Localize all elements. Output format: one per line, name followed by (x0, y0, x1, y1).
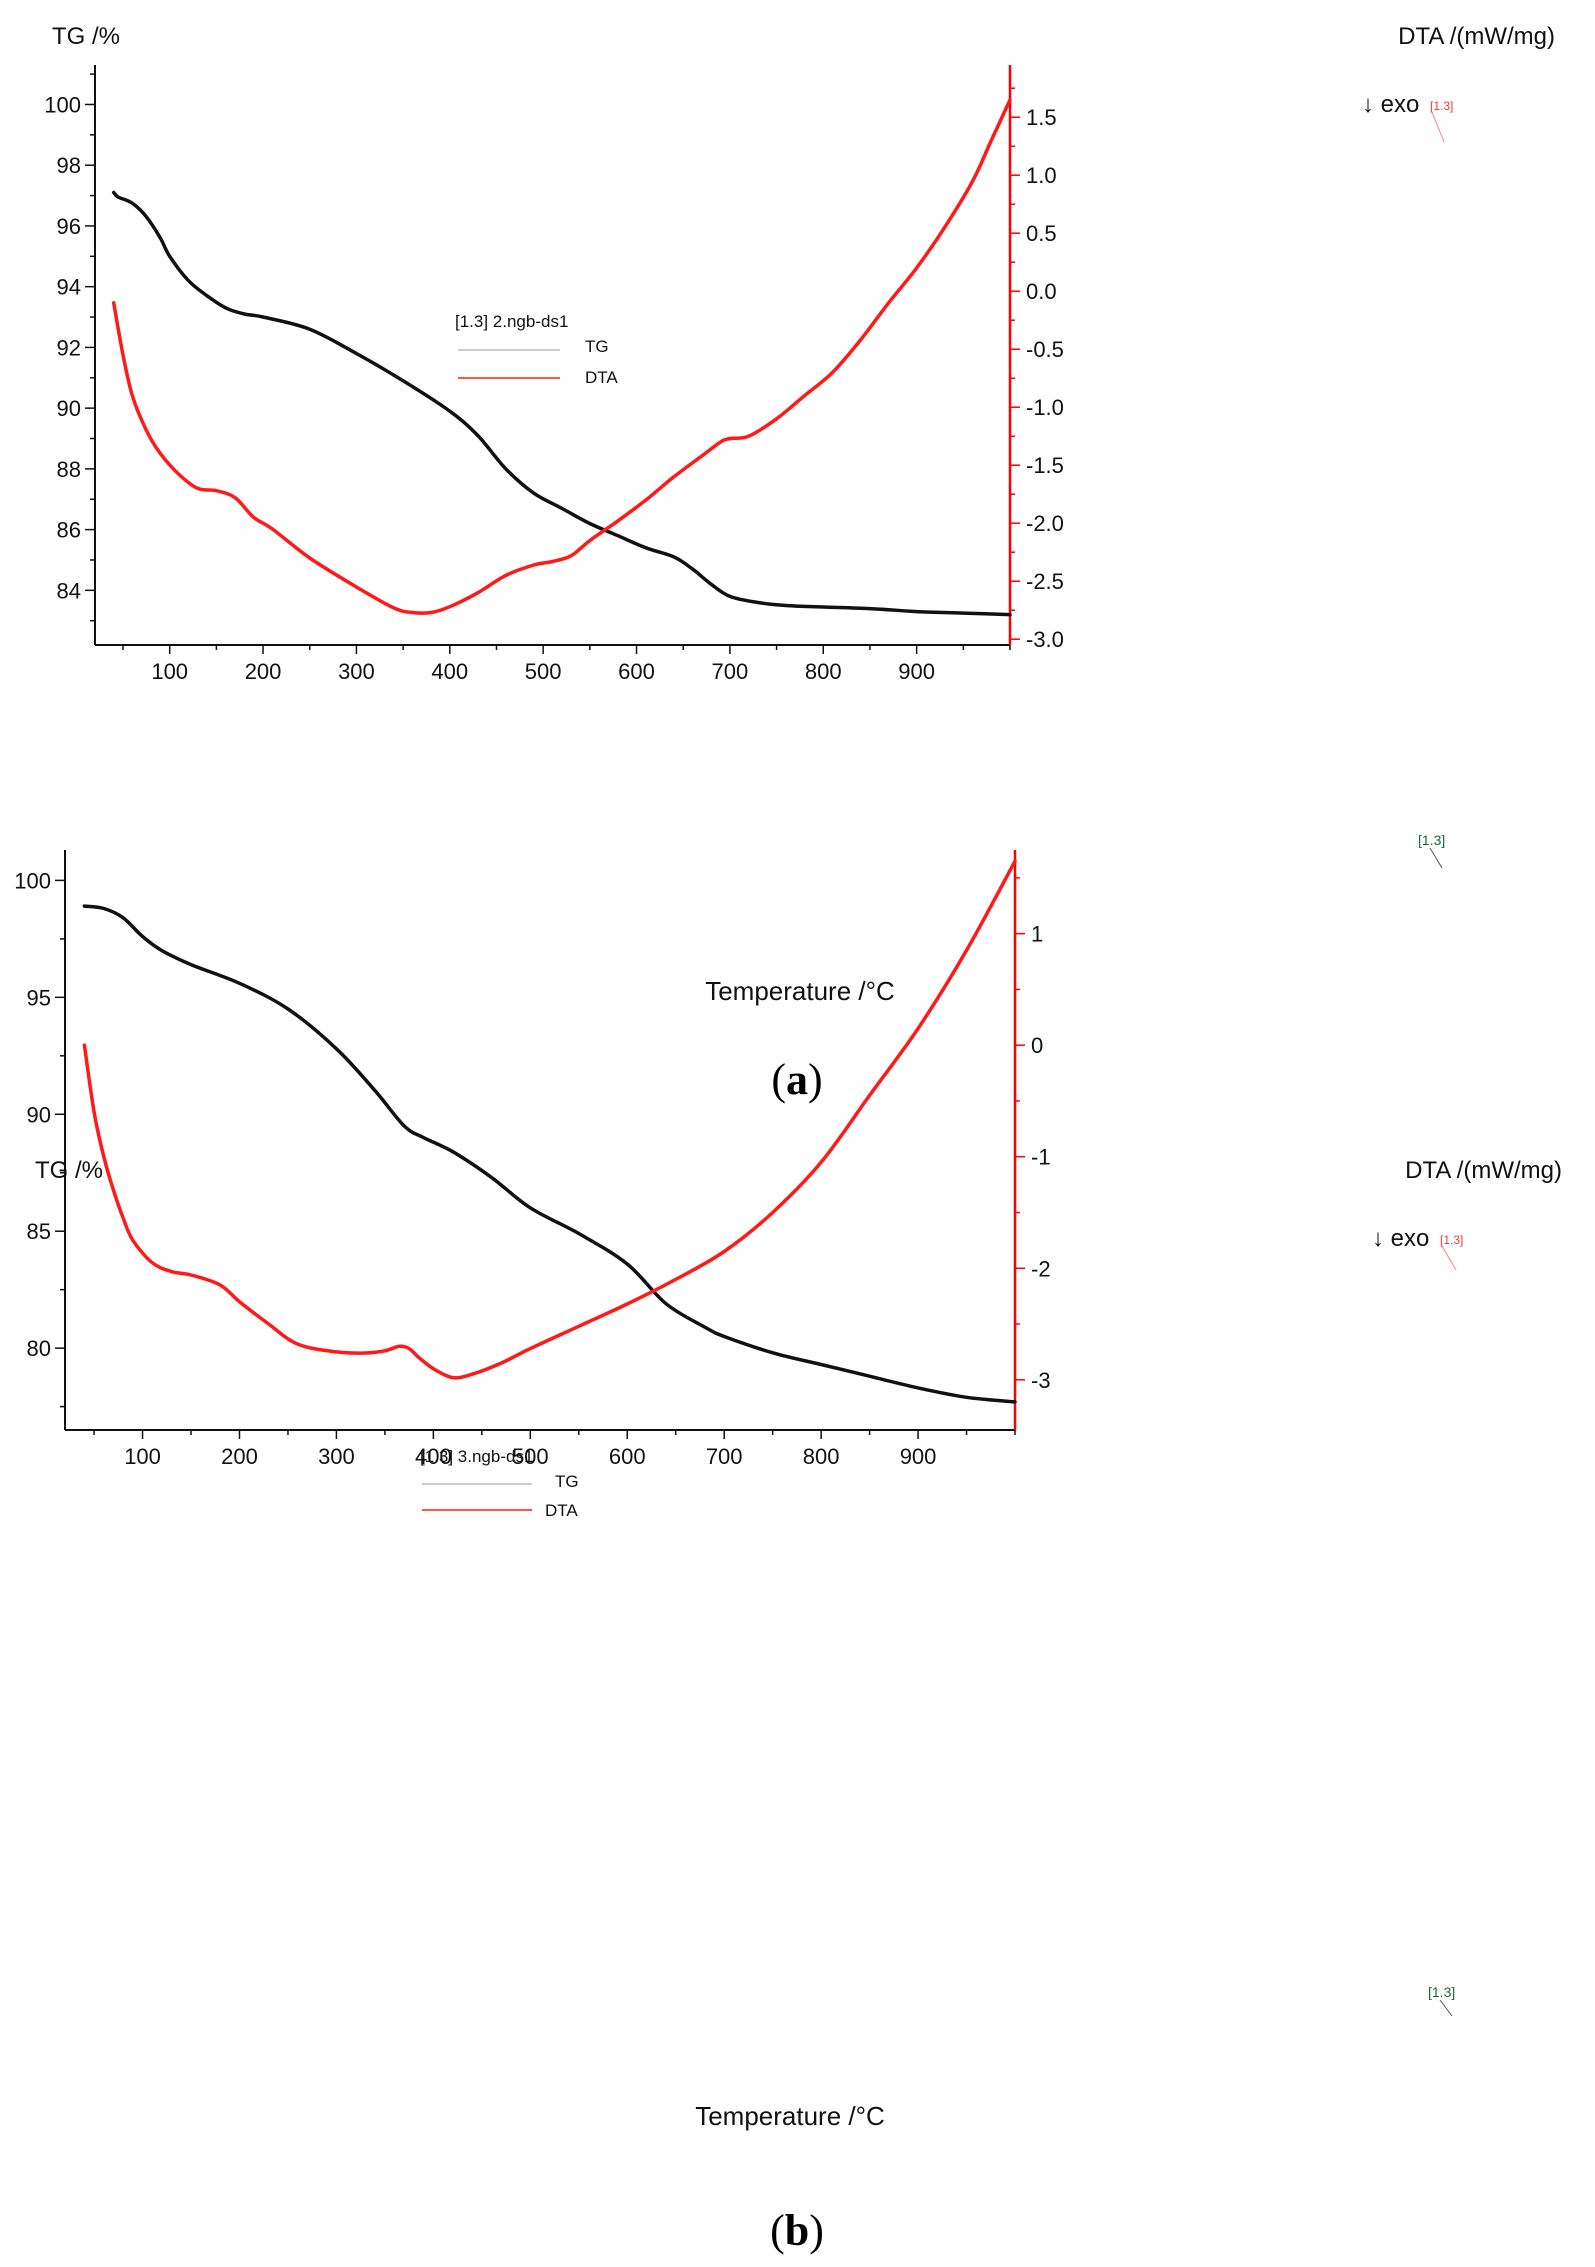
x-axis-title: Temperature /°C (705, 976, 895, 1006)
dta-end-label: [1.3] (1440, 1233, 1463, 1247)
x-tick-label: 100 (151, 659, 188, 684)
panel-label-a: (a) (771, 1055, 822, 1104)
x-tick-label: 500 (512, 1444, 549, 1469)
dta-end-leader (1431, 111, 1445, 143)
legend-dta-label: DTA (585, 368, 618, 387)
dta-axis-title: DTA /(mW/mg) (1405, 1157, 1562, 1184)
tg-tick-label: 90 (57, 396, 81, 421)
tg-end-leader (1439, 1999, 1453, 2017)
tg-tick-label: 80 (27, 1336, 51, 1361)
x-tick-label: 900 (898, 659, 935, 684)
tg-tick-label: 86 (57, 518, 81, 543)
dta-tick-label: -3 (1031, 1368, 1051, 1393)
legend-sample-name: [1.3] 2.ngb-ds1 (455, 312, 568, 331)
tg-tick-label: 100 (14, 868, 51, 893)
dta-series-line (111, 98, 1012, 615)
dta-tick-label: -2 (1031, 1256, 1051, 1281)
dta-tick-label: -1.0 (1026, 395, 1064, 420)
dta-tick-label: 1.0 (1026, 163, 1057, 188)
tg-end-leader (1429, 847, 1443, 869)
tg-tick-label: 95 (27, 985, 51, 1010)
x-tick-label: 100 (124, 1444, 161, 1469)
dta-tick-label: 0.0 (1026, 279, 1057, 304)
tg-tick-label: 96 (57, 214, 81, 239)
dta-series-line (82, 859, 1017, 1380)
tg-axis-title: TG /% (52, 23, 120, 50)
dta-tick-label: -3.0 (1026, 627, 1064, 652)
exo-annotation: ↓ exo (1362, 91, 1419, 118)
x-tick-label: 400 (415, 1444, 452, 1469)
tg-tick-label: 98 (57, 153, 81, 178)
tg-axis-title: TG /% (35, 1157, 103, 1184)
x-tick-label: 200 (245, 659, 282, 684)
legend-sample-name: [1.3] 3.ngb-ds1 (420, 1447, 533, 1466)
tg-series-line (82, 904, 1017, 1404)
tg-tick-label: 84 (57, 578, 81, 603)
x-tick-label: 300 (338, 659, 375, 684)
dta-tick-label: 0.5 (1026, 221, 1057, 246)
tg-tick-label: 90 (27, 1102, 51, 1127)
dta-tick-label: -2.0 (1026, 511, 1064, 536)
dta-end-label: [1.3] (1430, 99, 1453, 113)
dta-tick-label: -2.5 (1026, 569, 1064, 594)
dta-tick-label: -1 (1031, 1145, 1051, 1170)
panel-label-b: (b) (770, 2206, 824, 2255)
tg-tick-label: 88 (57, 457, 81, 482)
x-tick-label: 700 (706, 1444, 743, 1469)
tg-tick-label: 100 (44, 92, 81, 117)
dta-end-leader (1441, 1245, 1457, 1271)
exo-annotation: ↓ exo (1372, 1225, 1429, 1252)
x-tick-label: 400 (431, 659, 468, 684)
tg-tick-label: 94 (57, 275, 81, 300)
legend: [1.3] 3.ngb-ds1 TG DTA (420, 1447, 579, 1520)
dta-axis-title: DTA /(mW/mg) (1398, 23, 1555, 50)
panel-a: TG /% DTA /(mW/mg) Temperature /°C ↓ exo… (44, 23, 1555, 1006)
panel-b: TG /% DTA /(mW/mg) Temperature /°C ↓ exo… (14, 850, 1562, 2131)
x-axis-title: Temperature /°C (695, 2101, 885, 2131)
tg-end-label: [1.3] (1428, 1984, 1455, 2000)
tg-tick-label: 85 (27, 1219, 51, 1244)
dta-tick-label: -1.5 (1026, 453, 1064, 478)
x-tick-label: 600 (609, 1444, 646, 1469)
x-tick-label: 300 (318, 1444, 355, 1469)
legend-tg-label: TG (585, 337, 609, 356)
dta-tick-label: 1 (1031, 922, 1043, 947)
legend-tg-label: TG (555, 1472, 579, 1491)
tg-tick-label: 92 (57, 335, 81, 360)
x-tick-label: 600 (618, 659, 655, 684)
dta-tick-label: 1.5 (1026, 105, 1057, 130)
x-tick-label: 800 (805, 659, 842, 684)
tg-end-label: [1.3] (1418, 832, 1445, 848)
x-tick-label: 800 (803, 1444, 840, 1469)
legend-dta-label: DTA (545, 1501, 578, 1520)
legend: [1.3] 2.ngb-ds1 TG DTA (455, 312, 618, 387)
x-tick-label: 200 (221, 1444, 258, 1469)
dta-tick-label: 0 (1031, 1033, 1043, 1058)
dta-tick-label: -0.5 (1026, 337, 1064, 362)
tg-series-line (111, 190, 1012, 617)
x-tick-label: 700 (712, 659, 749, 684)
x-tick-label: 500 (525, 659, 562, 684)
x-tick-label: 900 (900, 1444, 937, 1469)
